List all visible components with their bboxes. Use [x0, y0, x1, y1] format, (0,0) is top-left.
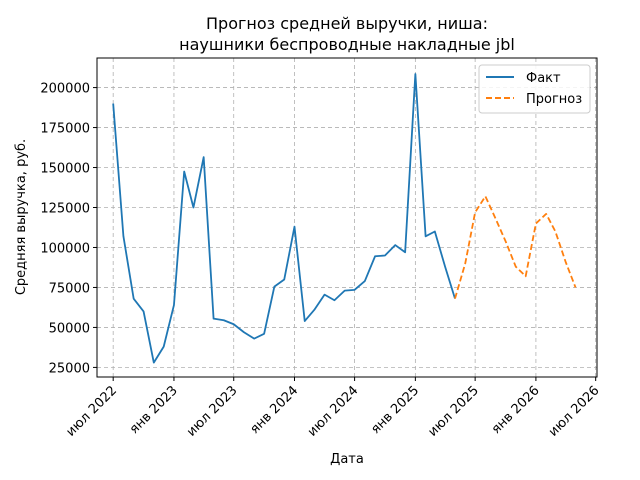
y-ticks: 25000 50000 75000 100000 125000 150000 175000 2…: [40, 82, 97, 376]
y-axis-label: Средняя выручка, руб.: [14, 139, 29, 295]
legend-label-fact: Факт: [526, 71, 561, 86]
chart-title-line-2: наушники беспроводные накладные jbl: [179, 35, 515, 54]
series-line-forecast: [454, 195, 577, 299]
x-axis-label: Дата: [330, 452, 364, 467]
chart-title-line-1: Прогноз средней выручки, ниша:: [206, 14, 488, 33]
y-tick-label: 200000: [40, 82, 90, 97]
legend: Факт Прогноз: [478, 64, 591, 114]
legend-label-forecast: Прогноз: [526, 92, 582, 107]
y-tick-label: 125000: [40, 202, 90, 217]
y-tick-label: 175000: [40, 122, 90, 137]
series-line-fact: [112, 73, 456, 364]
plot-frame: [96, 57, 598, 378]
y-tick-label: 50000: [49, 321, 90, 336]
y-tick-label: 25000: [49, 361, 90, 376]
y-tick-label: 100000: [40, 241, 90, 256]
y-tick-label: 150000: [40, 162, 90, 177]
series-layer: [112, 73, 577, 364]
y-tick-label: 75000: [49, 281, 90, 296]
